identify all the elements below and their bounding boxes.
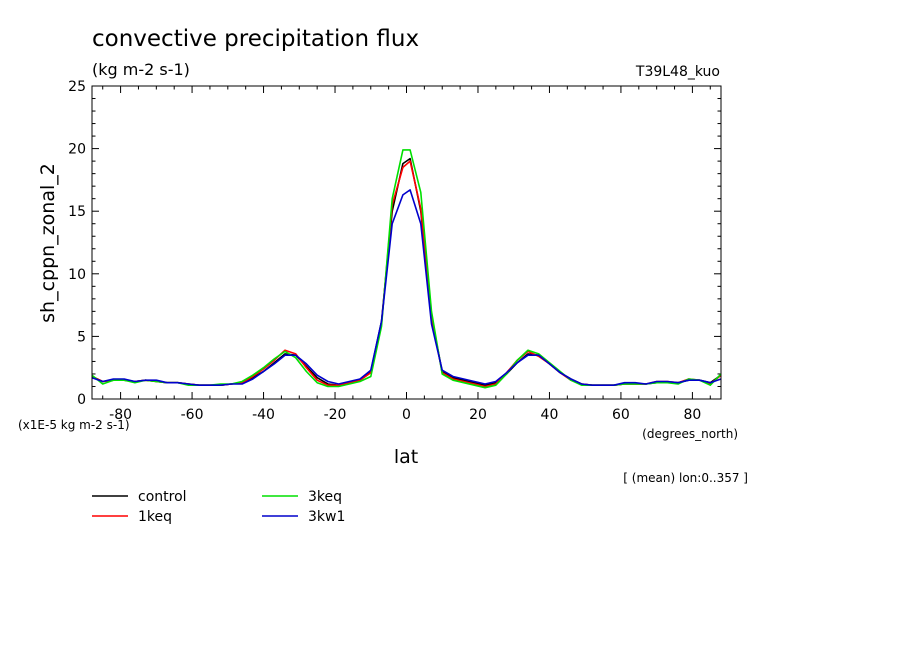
- legend: control 1keq 3keq 3kw1: [92, 489, 345, 525]
- series-line-1keq: [91, 160, 722, 388]
- series-line-3keq: [91, 149, 722, 389]
- x-axis-label: lat: [394, 446, 418, 468]
- x-tick-label: -60: [181, 407, 204, 423]
- x-tick-label: 60: [612, 407, 630, 423]
- mean-note: [ (mean) lon:0..357 ]: [623, 471, 748, 485]
- series-lines: [91, 149, 722, 389]
- legend-label-3kw1: 3kw1: [308, 509, 345, 525]
- axis-ticks: [92, 85, 721, 400]
- y-units-label: (x1E-5 kg m-2 s-1): [18, 418, 130, 432]
- tick-labels: -80 -60 -40 -20 0 20 40 60 80 0 5 10 15 20 25: [68, 79, 701, 423]
- series-line-3kw1: [91, 189, 722, 387]
- legend-label-control: control: [138, 489, 187, 505]
- y-tick-label: 0: [77, 392, 86, 408]
- x-tick-label: 20: [469, 407, 487, 423]
- y-tick-label: 25: [68, 79, 86, 95]
- x-tick-label: 80: [683, 407, 701, 423]
- y-axis-label: sh_cppn_zonal_2: [37, 163, 59, 323]
- chart-subtitle: (kg m-2 s-1): [92, 60, 190, 79]
- y-tick-label: 20: [68, 142, 86, 158]
- legend-label-3keq: 3keq: [308, 489, 342, 505]
- y-tick-label: 5: [77, 329, 86, 345]
- x-tick-label: -20: [324, 407, 347, 423]
- x-tick-label: 40: [541, 407, 559, 423]
- experiment-label: T39L48_kuo: [635, 64, 720, 80]
- x-tick-label: -80: [109, 407, 132, 423]
- x-tick-label: -40: [252, 407, 275, 423]
- x-units-label: (degrees_north): [642, 427, 738, 441]
- legend-label-1keq: 1keq: [138, 509, 172, 525]
- y-tick-label: 10: [68, 267, 86, 283]
- x-tick-label: 0: [402, 407, 411, 423]
- plot-frame: [91, 85, 722, 400]
- y-tick-label: 15: [68, 204, 86, 220]
- chart-title: convective precipitation flux: [92, 26, 419, 52]
